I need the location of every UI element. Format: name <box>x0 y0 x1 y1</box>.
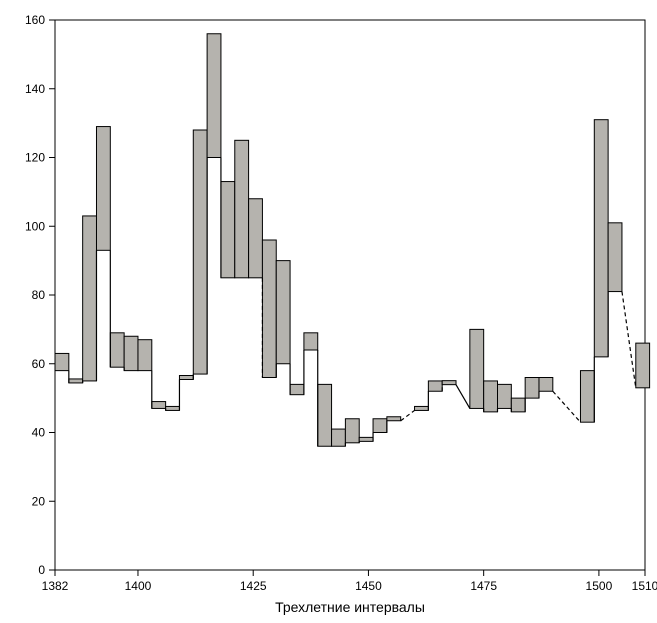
bar <box>484 381 498 412</box>
bar <box>594 120 608 357</box>
y-tick-label: 120 <box>25 151 45 165</box>
x-tick-label: 1425 <box>240 579 267 593</box>
bar <box>262 240 276 378</box>
bar <box>166 406 180 410</box>
x-tick-label: 1500 <box>586 579 613 593</box>
y-tick-label: 160 <box>25 13 45 27</box>
bar <box>608 223 622 292</box>
bar <box>415 406 429 410</box>
bar <box>193 130 207 374</box>
bar <box>539 378 553 392</box>
y-tick-label: 80 <box>32 288 46 302</box>
y-tick-label: 20 <box>32 494 46 508</box>
bar <box>179 376 193 380</box>
bar <box>69 379 83 383</box>
bar <box>83 216 97 381</box>
bar <box>110 333 124 367</box>
chart-container: 0 20 40 60 80 100 120 140 160 1382 1400 1425 1450 147… <box>0 0 657 623</box>
bar <box>290 384 304 394</box>
bar <box>470 329 484 408</box>
bar-chart: 0 20 40 60 80 100 120 140 160 1382 1400 1425 1450 147… <box>0 0 657 623</box>
bar <box>359 437 373 441</box>
bar <box>152 402 166 409</box>
bar <box>221 182 235 278</box>
bar <box>124 336 138 370</box>
y-tick-label: 140 <box>25 82 45 96</box>
bar <box>304 333 318 350</box>
bar <box>55 353 69 370</box>
bar <box>318 384 332 446</box>
bar <box>511 398 525 412</box>
x-tick-label: 1450 <box>355 579 382 593</box>
bar <box>525 378 539 399</box>
bar <box>580 371 594 423</box>
bar <box>636 343 650 388</box>
bar <box>373 419 387 433</box>
bar <box>207 34 221 158</box>
x-tick-label: 1400 <box>125 579 152 593</box>
bar <box>276 261 290 364</box>
y-tick-label: 0 <box>38 563 45 577</box>
bar <box>138 340 152 371</box>
y-tick-label: 100 <box>25 219 45 233</box>
y-tick-label: 40 <box>32 426 46 440</box>
y-tick-label: 60 <box>32 357 46 371</box>
bar <box>249 199 263 278</box>
bar <box>428 381 442 391</box>
x-tick-label: 1382 <box>42 579 69 593</box>
bar <box>96 127 110 251</box>
x-axis-label: Трехлетние интервалы <box>275 599 425 615</box>
bar <box>442 381 456 385</box>
bar <box>235 140 249 278</box>
x-tick-label: 1475 <box>470 579 497 593</box>
bar <box>498 384 512 408</box>
bar <box>345 419 359 443</box>
bar <box>332 429 346 446</box>
x-tick-label: 1510 <box>632 579 657 593</box>
bar <box>387 417 401 421</box>
